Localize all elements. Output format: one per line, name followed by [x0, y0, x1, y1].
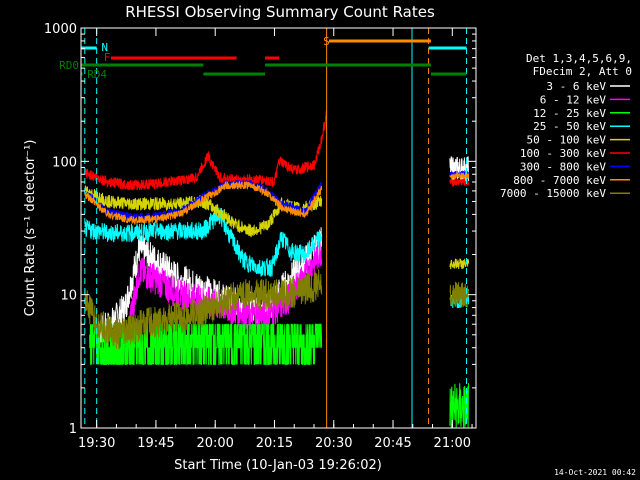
legend-entry-label: 25 - 50 keV [533, 120, 606, 133]
legend-entry-label: 800 - 7000 keV [513, 174, 606, 187]
y-tick-label: 1000 [44, 22, 77, 37]
legend-entry-label: 7000 - 15000 keV [500, 187, 606, 200]
y-tick-label: 1 [69, 422, 77, 437]
legend-entry-label: 100 - 300 keV [520, 147, 606, 160]
series-line [84, 269, 323, 350]
x-tick-label: 19:45 [137, 436, 174, 451]
x-axis-label: Start Time (10-Jan-03 19:26:02) [174, 458, 382, 473]
legend-header: FDecim 2, Att 0 [533, 65, 632, 78]
x-tick-label: 19:30 [78, 436, 115, 451]
flag-label: F [104, 51, 111, 64]
series-line [449, 281, 470, 308]
series-line [449, 177, 470, 188]
legend-entry-label: 300 - 800 keV [520, 160, 606, 173]
plot-frame [80, 27, 477, 429]
series-line [449, 156, 470, 182]
chart-title: RHESSI Observing Summary Count Rates [125, 3, 435, 21]
flag-label: N [101, 41, 108, 54]
legend-entry-label: 12 - 25 keV [533, 107, 606, 120]
flag-label: RD0 [59, 59, 79, 72]
legend-entry-label: 6 - 12 keV [540, 93, 607, 106]
flag-layer: NF S RD0 RD4 [59, 28, 468, 428]
legend-entry-label: 3 - 6 keV [546, 80, 606, 93]
axis-layer: 19:30 19:45 20:00 20:15 20:30 20:45 21:00 1 10 10… [44, 22, 476, 451]
flag-label: RD4 [87, 68, 107, 81]
y-tick-label: 10 [60, 289, 77, 304]
series-line [84, 180, 323, 226]
x-tick-label: 20:00 [196, 436, 233, 451]
series-line [84, 110, 327, 191]
series-line [449, 383, 470, 428]
legend-header: Det 1,3,4,5,6,9, [526, 52, 632, 65]
flag-label: S [323, 35, 330, 48]
legend-entry-label: 50 - 100 keV [527, 134, 607, 147]
series-line [84, 207, 323, 277]
footer-date: 14-Oct-2021 00:42 [554, 468, 636, 477]
y-tick-label: 100 [52, 155, 77, 170]
legend: Det 1,3,4,5,6,9,FDecim 2, Att 0 3 - 6 keV… [500, 52, 632, 200]
y-axis-label: Count Rate (s⁻¹ detector⁻¹) [23, 140, 38, 317]
x-tick-label: 20:15 [256, 436, 293, 451]
series-line [449, 171, 470, 180]
x-tick-label: 20:45 [374, 436, 411, 451]
x-tick-label: 21:00 [434, 436, 471, 451]
x-tick-label: 20:30 [315, 436, 352, 451]
series-layer [84, 110, 470, 428]
series-line [449, 258, 470, 270]
